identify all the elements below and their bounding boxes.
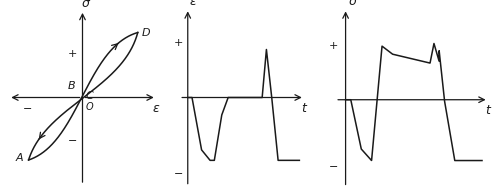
Text: +: +: [329, 41, 338, 51]
Text: $t$: $t$: [301, 102, 308, 115]
Text: −: −: [329, 162, 338, 172]
Text: +: +: [68, 49, 77, 59]
Text: −: −: [22, 104, 32, 114]
Text: −: −: [68, 136, 77, 146]
Text: $\varepsilon$: $\varepsilon$: [189, 0, 197, 8]
Text: A: A: [16, 153, 23, 163]
Text: D: D: [142, 27, 150, 37]
Text: $\sigma$: $\sigma$: [348, 0, 358, 8]
Text: $t$: $t$: [485, 104, 492, 117]
Text: B: B: [68, 81, 76, 91]
Text: $\varepsilon$: $\varepsilon$: [152, 102, 161, 115]
Text: $\sigma$: $\sigma$: [82, 0, 92, 10]
Text: C: C: [86, 91, 93, 101]
Text: −: −: [174, 169, 183, 179]
Text: +: +: [174, 38, 183, 48]
Text: O: O: [86, 103, 93, 113]
